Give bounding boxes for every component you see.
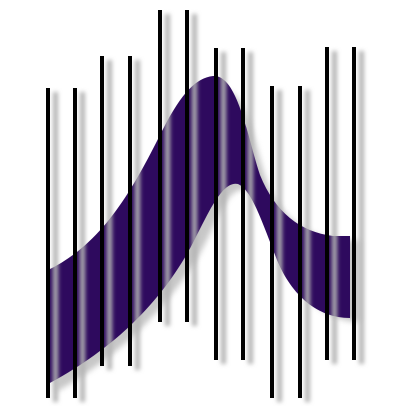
vertical-bar-7 — [214, 48, 218, 360]
bar-shadow — [107, 60, 112, 370]
bar-shadow — [135, 60, 140, 370]
vertical-bars — [46, 10, 356, 398]
vertical-bar-8 — [241, 48, 245, 360]
vertical-bar-4 — [128, 56, 132, 366]
vertical-bar-3 — [100, 56, 104, 366]
vertical-bar-6 — [185, 10, 189, 322]
wave-shape — [48, 75, 350, 384]
bar-shadow — [277, 90, 282, 402]
bar-shadow — [53, 92, 58, 402]
bar-shadow — [221, 52, 226, 364]
vertical-bar-2 — [73, 88, 77, 398]
vertical-bar-12 — [352, 47, 356, 360]
bar-shadows — [53, 14, 364, 402]
bar-shadow — [248, 52, 253, 364]
vertical-bar-1 — [46, 88, 50, 398]
bar-shadow — [192, 14, 197, 326]
vertical-bar-10 — [298, 86, 302, 398]
bar-shadow — [359, 51, 364, 364]
bar-shadow — [165, 14, 170, 326]
bar-shadow — [332, 51, 337, 364]
bar-shadow — [80, 92, 85, 402]
vertical-bar-5 — [158, 10, 162, 322]
vertical-bar-11 — [325, 47, 329, 360]
bar-shadow — [305, 90, 310, 402]
vertical-bar-9 — [270, 86, 274, 398]
